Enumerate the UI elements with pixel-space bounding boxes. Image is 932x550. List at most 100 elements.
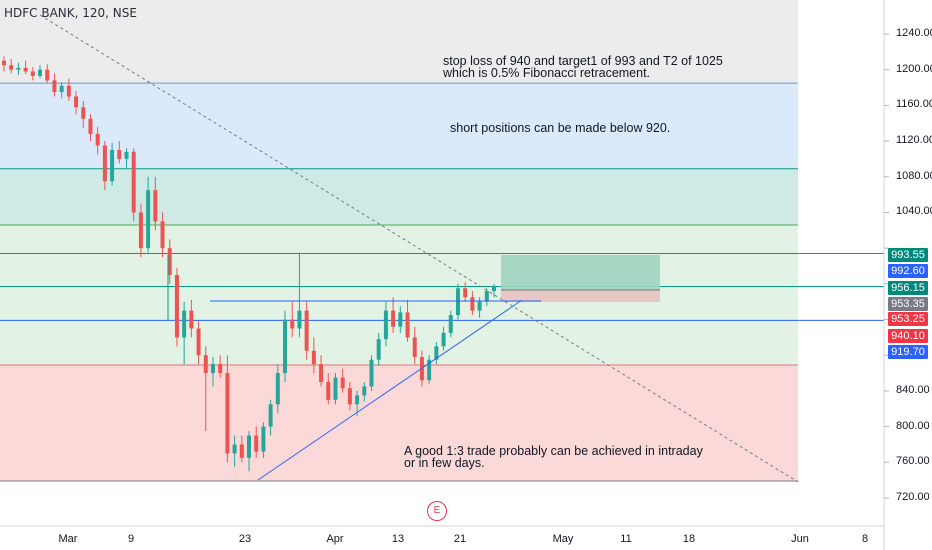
candle-body[interactable] — [95, 133, 100, 146]
annotation-stoploss[interactable]: stop loss of 940 and target1 of 993 and … — [443, 54, 723, 80]
candle-body[interactable] — [196, 328, 201, 356]
candle-body[interactable] — [398, 312, 403, 327]
candle-body[interactable] — [434, 346, 439, 360]
price-tick-label: 720.00 — [896, 491, 930, 503]
candle-body[interactable] — [261, 426, 266, 452]
candle-body[interactable] — [326, 382, 331, 400]
candle-body[interactable] — [376, 339, 381, 360]
time-tick-label: 9 — [127, 533, 135, 545]
candle-body[interactable] — [254, 435, 259, 452]
candle-body[interactable] — [383, 310, 388, 340]
candle-body[interactable] — [448, 315, 453, 333]
candle-body[interactable] — [297, 310, 302, 329]
earnings-badge[interactable]: E — [427, 501, 447, 521]
candle-body[interactable] — [304, 310, 309, 351]
time-tick-label: 13 — [391, 533, 405, 545]
candle-body[interactable] — [74, 96, 79, 108]
candle-body[interactable] — [30, 71, 35, 76]
candle-body[interactable] — [333, 377, 338, 400]
annotation-trade[interactable]: A good 1:3 trade probably can be achieve… — [404, 444, 703, 470]
stoploss-zone[interactable] — [501, 290, 660, 302]
candle-body[interactable] — [66, 85, 71, 97]
price-tick-label: 840.00 — [896, 383, 930, 396]
candle-body[interactable] — [9, 65, 14, 70]
candle-body[interactable] — [124, 151, 129, 159]
candle-body[interactable] — [174, 274, 179, 338]
time-tick-label: 23 — [238, 533, 252, 545]
candle-body[interactable] — [59, 85, 64, 92]
candle-body[interactable] — [477, 301, 482, 311]
candle-body[interactable] — [355, 395, 360, 405]
candle-body[interactable] — [2, 60, 6, 66]
price-tick-label: 1200.00 — [896, 62, 932, 75]
candle-body[interactable] — [319, 364, 324, 382]
candle-body[interactable] — [391, 310, 396, 327]
candle-body[interactable] — [347, 388, 352, 405]
symbol-title: HDFC BANK, 120, NSE — [4, 6, 137, 20]
candle-body[interactable] — [405, 312, 410, 338]
candles — [2, 56, 496, 472]
candle-body[interactable] — [275, 373, 280, 405]
fib-zone-2 — [0, 224, 798, 366]
candle-body[interactable] — [283, 319, 288, 374]
candle-body[interactable] — [45, 69, 50, 81]
price-tick-label: 1240.00 — [896, 27, 932, 39]
candle-body[interactable] — [160, 221, 165, 249]
price-tag: 992.60 — [888, 264, 928, 278]
candle-body[interactable] — [182, 310, 187, 338]
time-tick-label: 18 — [682, 533, 696, 545]
candle-body[interactable] — [484, 290, 489, 302]
annotation-short[interactable]: short positions can be made below 920. — [450, 121, 671, 135]
diagonal-resistance-line[interactable] — [39, 14, 799, 483]
candle-body[interactable] — [110, 150, 115, 182]
price-tag: 953.25 — [888, 312, 928, 326]
candle-body[interactable] — [210, 364, 215, 374]
candle-body[interactable] — [138, 212, 143, 249]
time-tick-label: 11 — [620, 533, 632, 545]
candle-body[interactable] — [189, 310, 194, 329]
fib-zones — [0, 83, 798, 482]
candle-body[interactable] — [268, 404, 273, 427]
price-tag: 940.10 — [888, 329, 928, 343]
chart-background-top — [0, 0, 798, 84]
time-tick-label: May — [552, 533, 574, 545]
candle-body[interactable] — [470, 297, 475, 311]
candle-body[interactable] — [441, 332, 446, 347]
candle-body[interactable] — [218, 364, 223, 374]
time-tick-label: 21 — [453, 533, 467, 545]
candle-body[interactable] — [340, 377, 345, 389]
fib-zone-1 — [0, 168, 798, 225]
candle-body[interactable] — [239, 444, 244, 458]
ascending-support-line[interactable] — [257, 299, 523, 481]
candle-body[interactable] — [225, 373, 230, 454]
candle-body[interactable] — [102, 145, 107, 182]
candle-body[interactable] — [362, 386, 367, 396]
candle-body[interactable] — [81, 107, 86, 119]
candle-body[interactable] — [455, 288, 460, 316]
candle-body[interactable] — [311, 350, 316, 365]
candle-body[interactable] — [146, 190, 151, 249]
candle-body[interactable] — [131, 151, 136, 213]
candle-body[interactable] — [232, 444, 237, 454]
candle-body[interactable] — [203, 355, 208, 374]
candle-body[interactable] — [23, 67, 28, 72]
candle-body[interactable] — [247, 435, 251, 458]
candle-body[interactable] — [167, 248, 172, 275]
candle-body[interactable] — [492, 286, 496, 291]
price-tag: 993.55 — [888, 248, 928, 262]
candle-body[interactable] — [88, 118, 93, 134]
price-tick-label: 1160.00 — [896, 98, 932, 111]
target-zone[interactable] — [501, 255, 660, 290]
candle-body[interactable] — [427, 359, 432, 381]
candle-body[interactable] — [463, 288, 468, 298]
candle-body[interactable] — [16, 67, 21, 70]
candle-body[interactable] — [412, 337, 417, 358]
candle-body[interactable] — [369, 359, 374, 387]
candle-body[interactable] — [52, 80, 57, 92]
price-tick-label: 1040.00 — [896, 205, 932, 218]
candle-body[interactable] — [117, 150, 122, 159]
candle-body[interactable] — [38, 69, 43, 76]
candle-body[interactable] — [153, 190, 158, 222]
candle-body[interactable] — [290, 319, 295, 329]
